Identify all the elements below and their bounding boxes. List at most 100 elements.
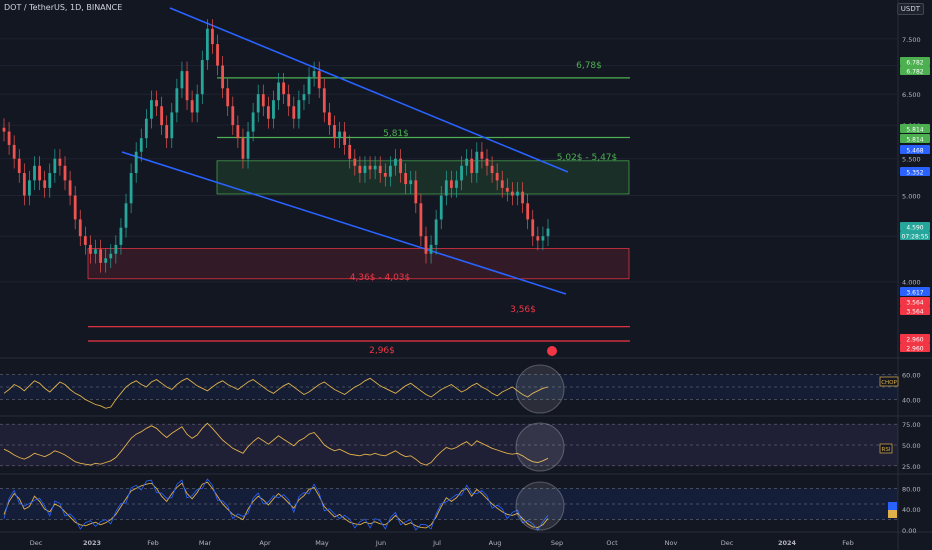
x-tick-label: 2024 [778,539,797,547]
candle-body [404,173,408,185]
candle-body [38,165,41,181]
y-tick-label: 4.000 [902,279,921,287]
candle-body [297,100,301,119]
y-tick-label: 7.500 [902,36,921,44]
candle-body [546,228,550,237]
candle-body [541,236,545,241]
candle-body [94,249,97,254]
price-tag [900,306,930,315]
price-tag [900,297,930,306]
candle-body [317,71,321,89]
candle-body [114,244,118,254]
candle-body [150,100,153,119]
price-tag-label: 3.617 [906,290,923,297]
candle-body [480,151,484,159]
candle-body [302,94,306,101]
rsi-band [0,424,898,466]
candle-body [424,236,428,254]
candle-body [251,112,255,132]
price-tag [900,334,930,343]
y-tick-label: 6.500 [902,91,921,99]
candle-body [83,236,87,245]
candle-body [104,258,108,263]
chop-tag-label: CHOP [881,380,897,386]
chop-band [0,374,898,400]
price-tag [900,57,930,66]
chart-title: DOT / TetherUS, 1D, BINANCE [4,3,123,12]
candle-body [139,138,143,152]
price-tag-label: 5.814 [906,127,923,134]
candle-body [155,100,158,107]
candle-body [160,106,164,126]
candle-body [134,151,138,174]
candle-body [109,253,113,259]
chop-line [3,377,549,409]
stoch-y-tick: 0.00 [902,527,916,535]
candle-body [185,71,189,101]
candle-body [307,76,311,95]
candle-body [236,125,240,139]
rsi-line [3,422,549,466]
rsi-highlight-circle [515,422,565,472]
candle-body [333,125,336,139]
candle-body [277,82,280,101]
candle-body [505,187,509,192]
rsi-y-tick: 50.00 [902,442,921,450]
candle-body [399,158,402,174]
rsi-y-tick: 25.00 [902,463,921,471]
candle-body [78,219,82,237]
label-356: 3,56$ [510,305,536,315]
price-tag [900,231,930,240]
x-tick-label: Jun [375,539,386,547]
stoch-y-tick: 40.00 [902,506,921,514]
candle-body [327,112,331,126]
x-tick-label: Mar [199,539,212,547]
candle-body [429,244,433,254]
candle-body [511,191,514,196]
price-tag-label: 5.814 [906,137,923,144]
price-tag [900,145,930,154]
candle-body [414,180,418,204]
candle-body [221,65,225,89]
x-tick-label: Nov [665,539,678,547]
stoch-band [0,488,898,520]
candle-body [536,236,540,241]
stoch-highlight-circle [515,481,565,531]
candle-body [465,158,469,166]
x-tick-label: Feb [842,539,854,547]
candle-body [475,151,479,174]
candle-body [531,219,535,237]
candle-body [175,88,179,113]
candle-body [266,106,270,119]
candle-body [460,165,463,181]
price-tag-label: 2.960 [906,337,923,344]
rsi-tag-label: RSI [882,447,891,453]
label-678: 6,78$ [576,61,602,71]
green-zone [216,160,630,195]
candle-body [521,191,524,204]
channel-lower-line [121,151,567,295]
y-tick-label: 5.500 [902,156,921,164]
price-tag-label: 5.352 [906,170,923,177]
candle-body [485,158,489,166]
candle-body [450,180,453,188]
stoch-tag-d [888,510,897,518]
x-tick-label: 2023 [83,539,101,547]
candle-body [373,165,377,170]
price-tag [900,167,930,176]
candle-body [165,125,169,139]
candle-body [200,60,204,95]
stoch-y-tick: 80.00 [902,485,921,493]
price-tag-label: 3.564 [906,300,923,307]
price-tag [900,66,930,75]
candle-body [12,144,16,159]
candle-body [282,82,286,95]
chop-y-tick: 40.00 [902,397,921,405]
price-tag [900,124,930,133]
candle-body [394,158,397,166]
candle-body [7,131,11,145]
currency-button[interactable]: USDT [896,3,924,15]
price-tag [900,343,930,352]
candle-body [261,94,265,107]
